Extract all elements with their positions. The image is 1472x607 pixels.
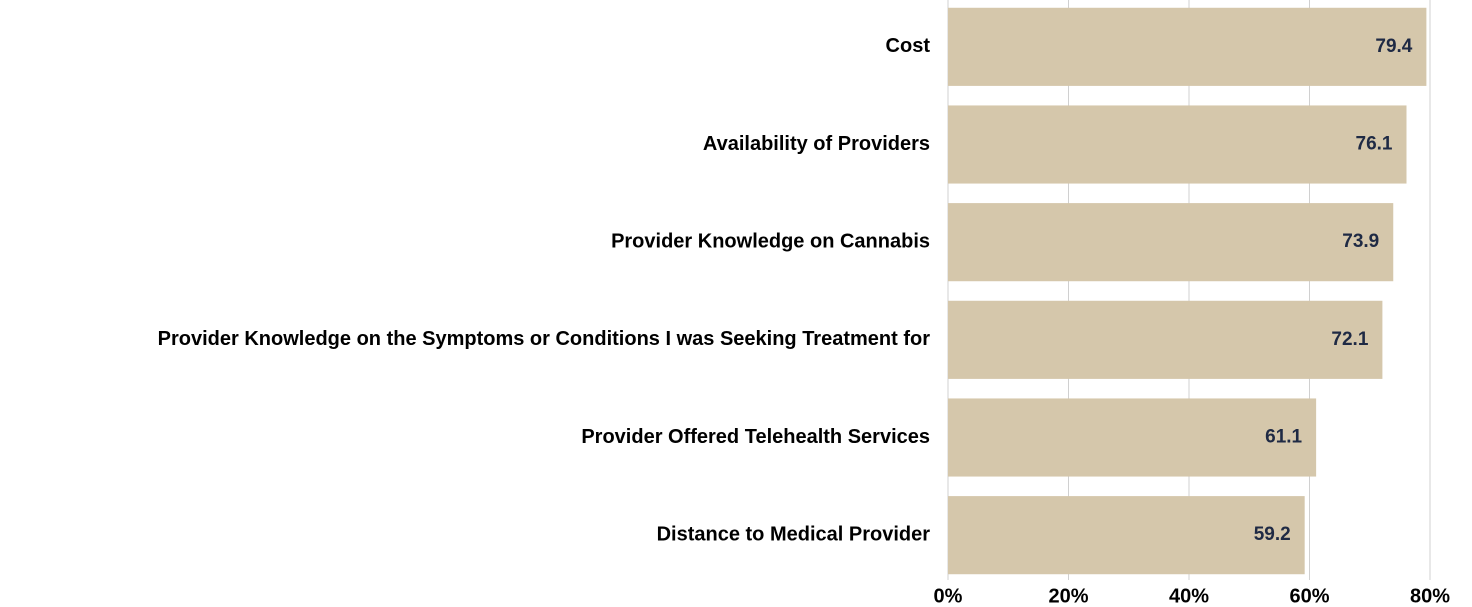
bar	[948, 496, 1305, 575]
bar	[948, 7, 1427, 86]
value-label: 59.2	[1254, 524, 1291, 545]
x-tick-label: 0%	[934, 585, 963, 607]
value-label: 72.1	[1331, 329, 1368, 350]
bar	[948, 300, 1383, 379]
x-tick-label: 60%	[1289, 585, 1329, 607]
x-tick-label: 80%	[1410, 585, 1450, 607]
y-tick-label: Cost	[886, 35, 931, 57]
value-label: 73.9	[1342, 231, 1379, 252]
bar	[948, 105, 1407, 184]
value-label: 61.1	[1265, 427, 1302, 448]
value-label: 79.4	[1375, 36, 1412, 57]
y-tick-label: Provider Knowledge on Cannabis	[611, 230, 930, 252]
y-tick-label: Distance to Medical Provider	[657, 523, 931, 545]
y-tick-label: Availability of Providers	[703, 133, 930, 155]
x-tick-label: 20%	[1048, 585, 1088, 607]
x-tick-label: 40%	[1169, 585, 1209, 607]
bar	[948, 203, 1394, 282]
value-label: 76.1	[1356, 134, 1393, 155]
bar	[948, 398, 1317, 477]
y-tick-label: Provider Offered Telehealth Services	[581, 426, 930, 448]
y-tick-label: Provider Knowledge on the Symptoms or Co…	[158, 328, 931, 350]
